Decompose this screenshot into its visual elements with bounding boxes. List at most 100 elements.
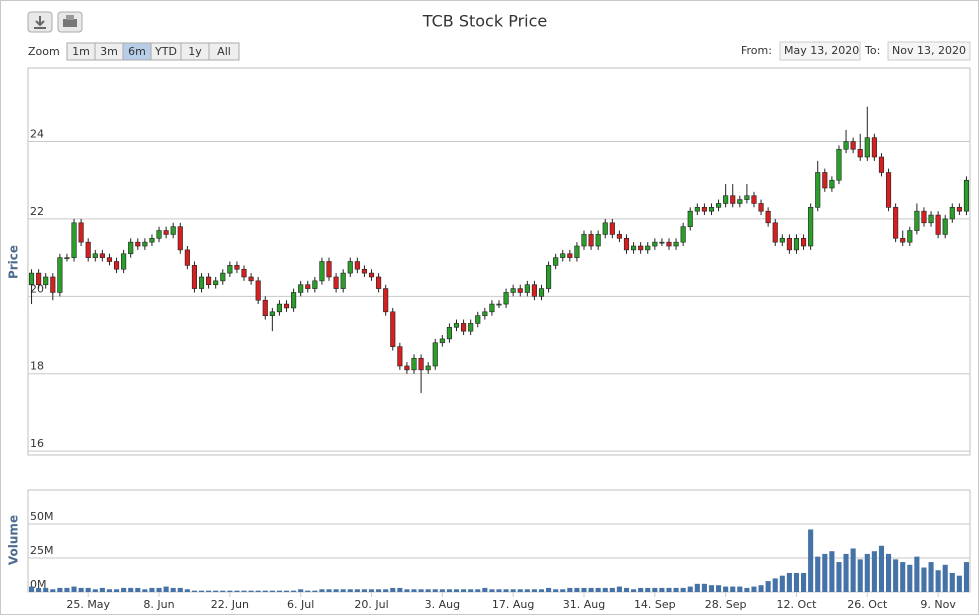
candle-body [638,245,644,251]
volume-bar [177,587,183,592]
volume-bar [510,589,516,592]
volume-bar [680,587,686,592]
y2-tick-label: 50M [30,510,54,523]
volume-bar [269,590,275,592]
volume-bar [397,587,403,592]
x-tick-label: 9. Nov [920,598,956,611]
volume-bar [446,589,452,592]
zoom-label: Zoom [28,45,60,58]
candle-body [836,148,842,181]
y2-axis-title: Volume [7,515,21,565]
zoom-button-label: 1y [188,45,202,58]
x-tick-label: 14. Sep [634,598,676,611]
candle-body [404,365,410,371]
volume-bar [255,590,261,592]
candle-body [234,265,240,270]
candle-body [758,203,764,212]
volume-bar [248,590,254,592]
volume-bar [135,587,141,592]
volume-bar [949,572,955,592]
volume-bar [567,587,573,592]
candle-body [354,261,360,270]
volume-bar [36,587,42,592]
volume-bar [885,553,892,592]
to-input[interactable] [887,41,971,61]
candle-body [446,326,452,340]
volume-bar [850,548,856,592]
candle-body [50,276,56,293]
y-tick-label: 18 [30,360,44,373]
candle-body [489,303,495,313]
candle-body [708,207,715,212]
candle-body [468,323,474,332]
candle-body [305,284,311,289]
candle-body [928,214,934,224]
y-axis-title: Price [7,245,21,279]
volume-bar [85,587,91,592]
candle-body [645,245,651,251]
volume-bar [638,587,644,592]
volume-bar [439,589,445,592]
candle-body [453,323,460,328]
candle-body [850,141,856,150]
from-label: From: [741,44,772,57]
candle-body [121,253,127,270]
volume-bar [142,589,148,592]
volume-bar [227,590,233,592]
candle-body [588,234,594,247]
volume-bar [588,587,594,592]
zoom-button-label: 1m [72,45,90,58]
candle-body [135,241,141,247]
volume-bar [772,578,778,592]
volume-bar [262,590,268,592]
volume-bar [673,587,679,592]
candle-body [213,280,219,286]
candle-body [567,253,573,258]
candle-body [510,288,516,293]
volume-bar [765,581,771,592]
candle-body [418,357,424,371]
candle-body [602,222,608,235]
y2-tick-label: 0M [30,578,47,591]
candle-body [921,210,927,224]
volume-bar [43,587,49,592]
volume-bar [645,587,651,592]
candle-body [262,299,268,316]
from-input[interactable] [779,41,861,61]
volume-bar [921,567,927,592]
volume-bar [368,589,375,592]
candle-body [546,265,552,289]
candle-body [312,280,318,289]
candle-body [36,272,42,286]
candle-body [206,276,212,286]
candle-body [376,276,382,289]
x-tick-label: 22. Jun [211,598,249,611]
candle-body [893,207,899,239]
volume-bar [878,545,885,592]
candle-body [475,315,481,324]
volume-bar [758,585,764,592]
candle-body [170,226,176,235]
x-tick-label: 31. Aug [563,598,605,611]
volume-bar [28,586,35,592]
candle-body [291,292,297,309]
candle-body [751,195,757,204]
volume-bar [730,586,736,592]
y-tick-label: 16 [30,437,44,450]
volume-bar [546,587,552,592]
candle-body [333,276,339,289]
candle-body [361,268,367,274]
volume-bar [347,589,353,592]
volume-bar [220,590,226,592]
candle-body [142,241,148,247]
download-button[interactable] [27,11,53,33]
candle-body [935,214,941,235]
zoom-button[interactable] [208,42,240,61]
print-button[interactable] [57,11,83,33]
candle-body [524,284,530,293]
candle-body [829,179,835,189]
volume-bar [935,570,941,592]
volume-bar [666,587,672,592]
volume-bar [326,589,332,592]
candle-body [574,245,580,258]
